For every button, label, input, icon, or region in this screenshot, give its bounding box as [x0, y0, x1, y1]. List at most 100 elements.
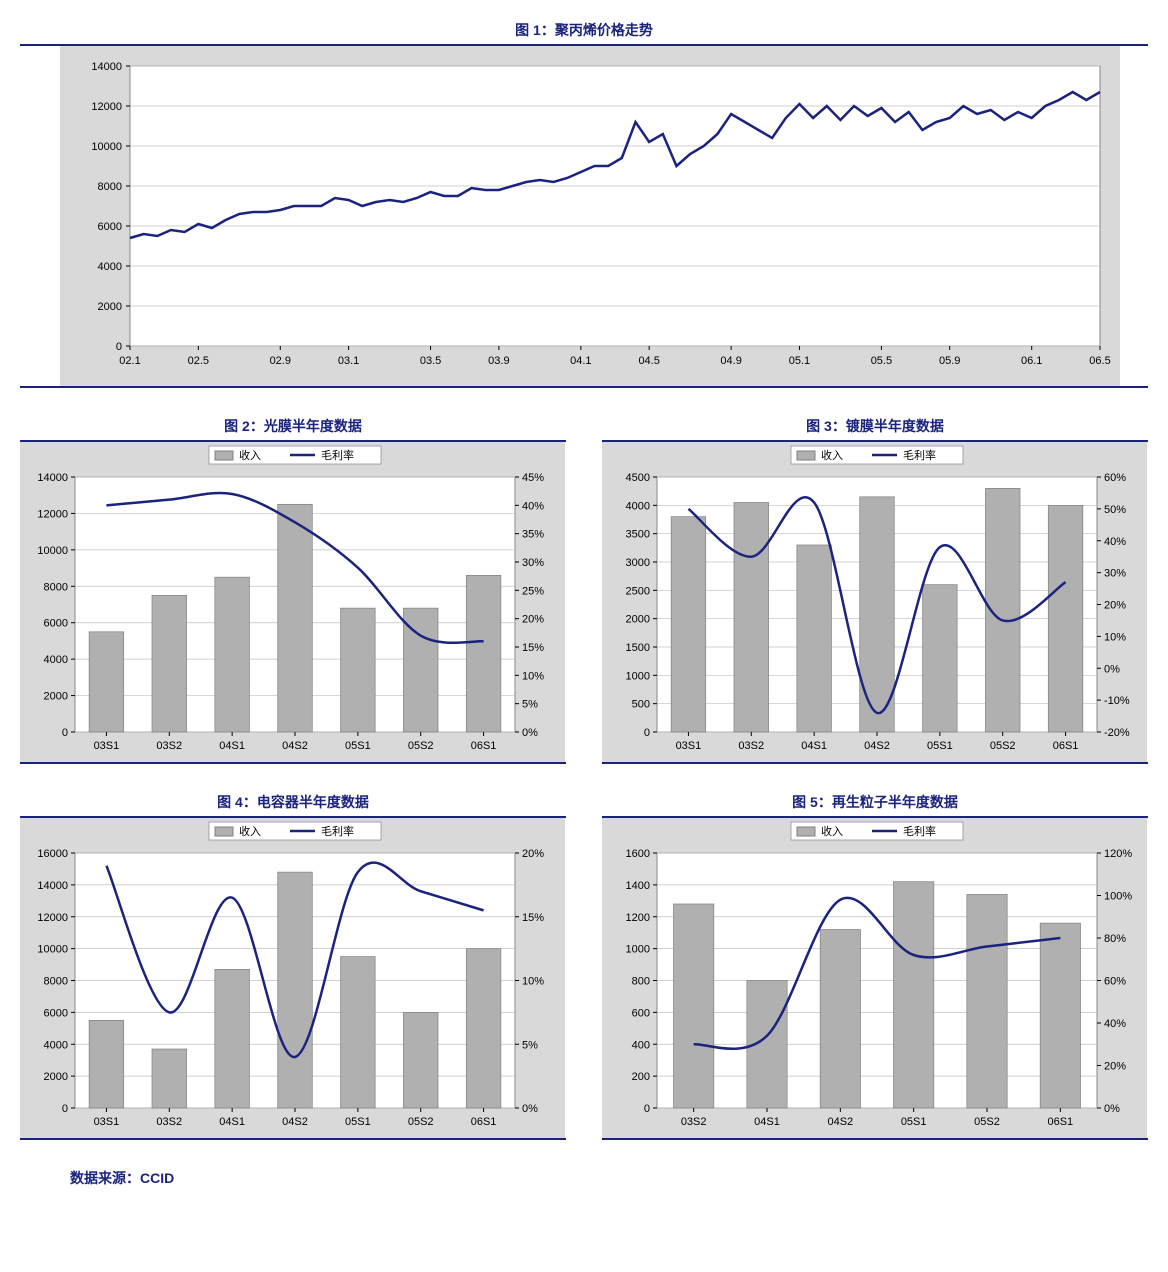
svg-text:04S1: 04S1: [754, 1116, 780, 1128]
svg-text:12000: 12000: [37, 912, 68, 924]
svg-text:500: 500: [632, 699, 650, 711]
svg-text:03S2: 03S2: [156, 740, 182, 752]
svg-text:10%: 10%: [1104, 631, 1126, 643]
svg-text:200: 200: [632, 1071, 650, 1083]
svg-text:-10%: -10%: [1104, 695, 1130, 707]
svg-text:16000: 16000: [37, 848, 68, 860]
svg-text:20%: 20%: [522, 614, 544, 626]
svg-text:收入: 收入: [239, 824, 261, 838]
chart4-block: 图 4：电容器半年度数据 收入毛利率0200040006000800010000…: [20, 792, 566, 1140]
svg-text:1000: 1000: [626, 944, 650, 956]
svg-text:05S2: 05S2: [408, 740, 434, 752]
svg-text:60%: 60%: [1104, 976, 1126, 988]
svg-text:毛利率: 毛利率: [321, 448, 354, 462]
svg-text:10000: 10000: [37, 944, 68, 956]
chart5-svg-container: 收入毛利率020040060080010001200140016000%20%4…: [602, 818, 1148, 1140]
row-charts-2-3: 图 2：光膜半年度数据 收入毛利率02000400060008000100001…: [20, 416, 1148, 764]
svg-text:05S1: 05S1: [345, 1116, 371, 1128]
svg-text:40%: 40%: [1104, 536, 1126, 548]
svg-text:毛利率: 毛利率: [903, 448, 936, 462]
chart3-svg: 收入毛利率05001000150020002500300035004000450…: [602, 442, 1147, 762]
svg-text:04S1: 04S1: [219, 740, 245, 752]
svg-text:4000: 4000: [626, 500, 650, 512]
svg-text:02.9: 02.9: [270, 355, 291, 367]
svg-text:03S2: 03S2: [738, 740, 764, 752]
svg-text:06S1: 06S1: [1053, 740, 1079, 752]
svg-text:05.9: 05.9: [939, 355, 960, 367]
svg-text:1500: 1500: [626, 642, 650, 654]
svg-text:5%: 5%: [522, 699, 538, 711]
svg-text:收入: 收入: [821, 448, 843, 462]
svg-text:1600: 1600: [626, 848, 650, 860]
svg-text:05S2: 05S2: [974, 1116, 1000, 1128]
svg-text:4500: 4500: [626, 472, 650, 484]
svg-text:05S1: 05S1: [927, 740, 953, 752]
svg-text:4000: 4000: [44, 654, 68, 666]
svg-text:120%: 120%: [1104, 848, 1132, 860]
svg-text:04S2: 04S2: [282, 1116, 308, 1128]
svg-text:05S2: 05S2: [990, 740, 1016, 752]
chart4-svg: 收入毛利率02000400060008000100001200014000160…: [20, 818, 565, 1138]
svg-text:05S1: 05S1: [345, 740, 371, 752]
svg-text:4000: 4000: [98, 261, 122, 273]
svg-text:0: 0: [644, 727, 650, 739]
svg-text:80%: 80%: [1104, 933, 1126, 945]
svg-text:15%: 15%: [522, 912, 544, 924]
svg-text:06S1: 06S1: [471, 740, 497, 752]
svg-text:06.5: 06.5: [1089, 355, 1110, 367]
chart1-block: 图 1：聚丙烯价格走势 0200040006000800010000120001…: [20, 20, 1148, 388]
chart5-block: 图 5：再生粒子半年度数据 收入毛利率020040060080010001200…: [602, 792, 1148, 1140]
svg-text:-20%: -20%: [1104, 727, 1130, 739]
svg-text:0: 0: [62, 727, 68, 739]
svg-text:400: 400: [632, 1039, 650, 1051]
svg-text:25%: 25%: [522, 585, 544, 597]
svg-text:45%: 45%: [522, 472, 544, 484]
svg-text:04S2: 04S2: [827, 1116, 853, 1128]
svg-text:0%: 0%: [1104, 663, 1120, 675]
svg-text:0: 0: [644, 1103, 650, 1115]
svg-text:3500: 3500: [626, 529, 650, 541]
svg-text:05.1: 05.1: [789, 355, 810, 367]
svg-text:05.5: 05.5: [871, 355, 892, 367]
svg-text:04.1: 04.1: [570, 355, 591, 367]
svg-text:03.9: 03.9: [488, 355, 509, 367]
svg-text:04S2: 04S2: [282, 740, 308, 752]
svg-text:60%: 60%: [1104, 472, 1126, 484]
svg-text:0: 0: [62, 1103, 68, 1115]
svg-text:02.5: 02.5: [188, 355, 209, 367]
svg-text:14000: 14000: [37, 472, 68, 484]
svg-text:10%: 10%: [522, 670, 544, 682]
svg-text:毛利率: 毛利率: [903, 824, 936, 838]
svg-text:10000: 10000: [91, 141, 122, 153]
svg-text:2000: 2000: [44, 691, 68, 703]
svg-text:40%: 40%: [522, 500, 544, 512]
chart5-svg: 收入毛利率020040060080010001200140016000%20%4…: [602, 818, 1147, 1138]
svg-text:03.5: 03.5: [420, 355, 441, 367]
svg-text:05S2: 05S2: [408, 1116, 434, 1128]
chart2-block: 图 2：光膜半年度数据 收入毛利率02000400060008000100001…: [20, 416, 566, 764]
svg-text:03.1: 03.1: [338, 355, 359, 367]
svg-text:30%: 30%: [522, 557, 544, 569]
svg-text:8000: 8000: [44, 976, 68, 988]
svg-text:6000: 6000: [44, 1007, 68, 1019]
chart3-svg-container: 收入毛利率05001000150020002500300035004000450…: [602, 442, 1148, 764]
chart4-svg-container: 收入毛利率02000400060008000100001200014000160…: [20, 818, 566, 1140]
svg-text:14000: 14000: [37, 880, 68, 892]
svg-text:03S1: 03S1: [94, 1116, 120, 1128]
svg-text:15%: 15%: [522, 642, 544, 654]
row-charts-4-5: 图 4：电容器半年度数据 收入毛利率0200040006000800010000…: [20, 792, 1148, 1140]
svg-text:04S1: 04S1: [219, 1116, 245, 1128]
svg-text:收入: 收入: [821, 824, 843, 838]
svg-text:50%: 50%: [1104, 504, 1126, 516]
chart4-title: 图 4：电容器半年度数据: [20, 792, 566, 818]
chart1-title: 图 1：聚丙烯价格走势: [20, 20, 1148, 46]
chart2-svg-container: 收入毛利率020004000600080001000012000140000%5…: [20, 442, 566, 764]
svg-text:1000: 1000: [626, 670, 650, 682]
svg-text:2000: 2000: [98, 301, 122, 313]
svg-text:1400: 1400: [626, 880, 650, 892]
svg-text:20%: 20%: [1104, 600, 1126, 612]
svg-text:03S1: 03S1: [94, 740, 120, 752]
svg-text:14000: 14000: [91, 61, 122, 73]
chart3-title: 图 3：镀膜半年度数据: [602, 416, 1148, 442]
svg-text:1200: 1200: [626, 912, 650, 924]
